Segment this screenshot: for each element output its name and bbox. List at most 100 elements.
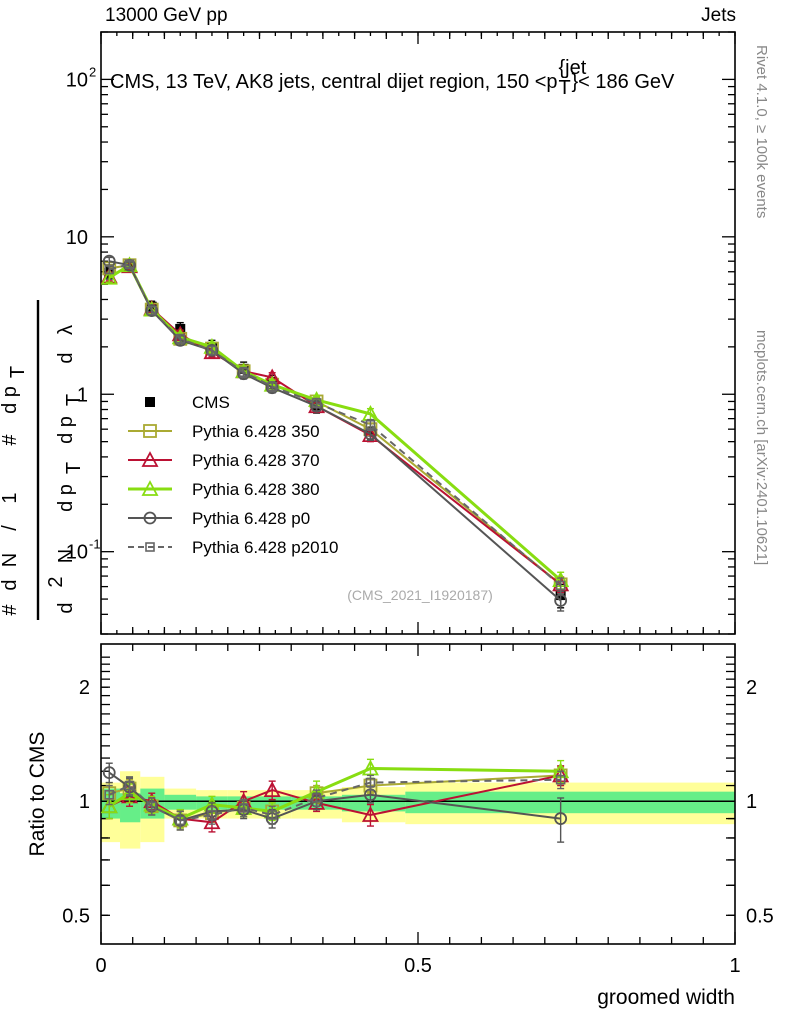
plot-title: CMS, 13 TeV, AK8 jets, central dijet reg…	[110, 57, 675, 99]
ratio-ytick-label-left: 0.5	[62, 905, 90, 927]
legend-item[interactable]: CMS	[145, 393, 230, 412]
data-marker	[207, 810, 217, 820]
y-axis-title-part: d p	[55, 484, 77, 512]
xtick-label: 0.5	[404, 955, 432, 977]
data-marker	[145, 542, 155, 552]
ratio-y-axis-title: Ratio to CMS	[26, 732, 49, 857]
data-marker	[143, 511, 157, 525]
data-marker	[361, 426, 379, 443]
series-line	[109, 260, 562, 602]
data-marker	[102, 766, 116, 780]
data-marker	[205, 343, 219, 357]
data-marker	[146, 305, 157, 316]
main-ytick-exponent: -1	[89, 537, 101, 552]
data-marker	[267, 381, 277, 392]
data-marker	[143, 424, 157, 438]
data-marker	[555, 774, 566, 785]
ratio-ytick-label-right: 0.5	[746, 905, 774, 927]
data-marker	[267, 810, 277, 820]
plot-title-text-tail: }< 186 GeV	[572, 71, 676, 93]
data-marker	[124, 780, 135, 791]
legend-item[interactable]: Pythia 6.428 350	[128, 422, 320, 441]
band-green	[405, 791, 735, 814]
legend-label: CMS	[192, 393, 230, 412]
data-marker	[263, 781, 281, 798]
y-axis-title-part: T	[63, 462, 85, 474]
legend-item[interactable]: Pythia 6.428 380	[128, 480, 320, 499]
ratio-ytick-label-right: 2	[746, 677, 757, 699]
y-axis-title-part: 2	[45, 576, 67, 587]
data-marker	[145, 304, 159, 317]
ratio-uncertainty-bands	[101, 771, 735, 849]
y-axis-title-part: /	[0, 525, 21, 531]
data-marker	[145, 397, 155, 407]
main-y-axis-title: # d N / 1 # d p Td 2 Nd p Td p Td λ	[0, 300, 85, 620]
data-marker	[311, 398, 322, 408]
y-axis-title-part: T	[7, 366, 29, 378]
legend-label: Pythia 6.428 350	[192, 422, 320, 441]
data-marker	[175, 334, 186, 344]
y-axis-title-part: d	[0, 579, 21, 590]
series-line	[109, 264, 562, 586]
data-marker	[361, 806, 379, 822]
analysis-id-watermark: (CMS_2021_I1920187)	[347, 587, 493, 603]
main-ytick-label: 1	[77, 384, 88, 406]
legend-item[interactable]: Pythia 6.428 p2010	[128, 538, 339, 557]
data-marker	[104, 264, 115, 275]
main-ytick-label: 10	[66, 542, 88, 564]
y-axis-title-part: 1	[0, 492, 21, 503]
main-ytick-exponent: 2	[89, 64, 96, 79]
data-marker	[238, 803, 249, 813]
y-axis-title-part: N	[55, 549, 77, 563]
y-axis-title-part: #	[0, 604, 21, 616]
series-line	[108, 264, 562, 586]
legend-item[interactable]: Pythia 6.428 370	[128, 451, 320, 470]
data-marker	[203, 813, 221, 830]
mcplots-credit-label: mcplots.cern.ch [arXiv:2401.10621]	[753, 330, 770, 566]
legend-label: Pythia 6.428 p2010	[192, 538, 339, 557]
data-marker	[207, 345, 217, 356]
main-ytick-label: 10	[66, 69, 88, 91]
series-line	[108, 766, 561, 821]
legend-label: Pythia 6.428 380	[192, 480, 320, 499]
data-marker	[361, 759, 379, 776]
data-marker	[555, 580, 566, 591]
legend: CMS Pythia 6.428 350 Pythia 6.428 370 Pythi…	[128, 393, 339, 557]
plot-title-subscript: T	[559, 77, 571, 99]
data-marker	[311, 793, 322, 803]
ratio-ytick-label-left: 1	[79, 791, 90, 813]
ratio-ytick-label-right: 1	[746, 791, 757, 813]
y-axis-title-part: d	[55, 602, 77, 613]
rivet-version-label: Rivet 4.1.0, ≥ 100k events	[753, 45, 770, 219]
y-axis-title-part: T	[63, 394, 85, 406]
series-line	[108, 263, 562, 582]
xtick-label: 1	[729, 955, 740, 977]
data-marker	[365, 777, 376, 788]
data-marker	[100, 797, 118, 814]
series-line	[108, 263, 562, 587]
header-left-label: 13000 GeV pp	[105, 5, 228, 26]
y-axis-title-part: d	[55, 352, 77, 363]
data-marker	[238, 367, 249, 378]
y-axis-title-part: N	[0, 553, 21, 567]
data-marker	[365, 419, 376, 430]
band-green	[164, 794, 197, 810]
data-marker	[121, 784, 139, 801]
data-marker	[141, 480, 159, 496]
legend-label: Pythia 6.428 p0	[192, 509, 310, 528]
y-axis-title-part: λ	[55, 325, 77, 335]
legend-item[interactable]: Pythia 6.428 p0	[128, 509, 310, 528]
xtick-label: 0	[95, 955, 106, 977]
data-marker	[554, 812, 568, 825]
plot-title-text: CMS, 13 TeV, AK8 jets, central dijet reg…	[110, 71, 558, 93]
plot-title-superscript: {jet	[559, 57, 587, 79]
series-pythia-6-428-p2010	[104, 259, 566, 595]
x-axis-title: groomed width	[597, 986, 735, 1009]
series-pythia-6-428-p2010	[104, 770, 566, 831]
series-line	[108, 778, 561, 822]
main-ytick-label: 10	[66, 227, 88, 249]
data-marker	[104, 789, 115, 800]
